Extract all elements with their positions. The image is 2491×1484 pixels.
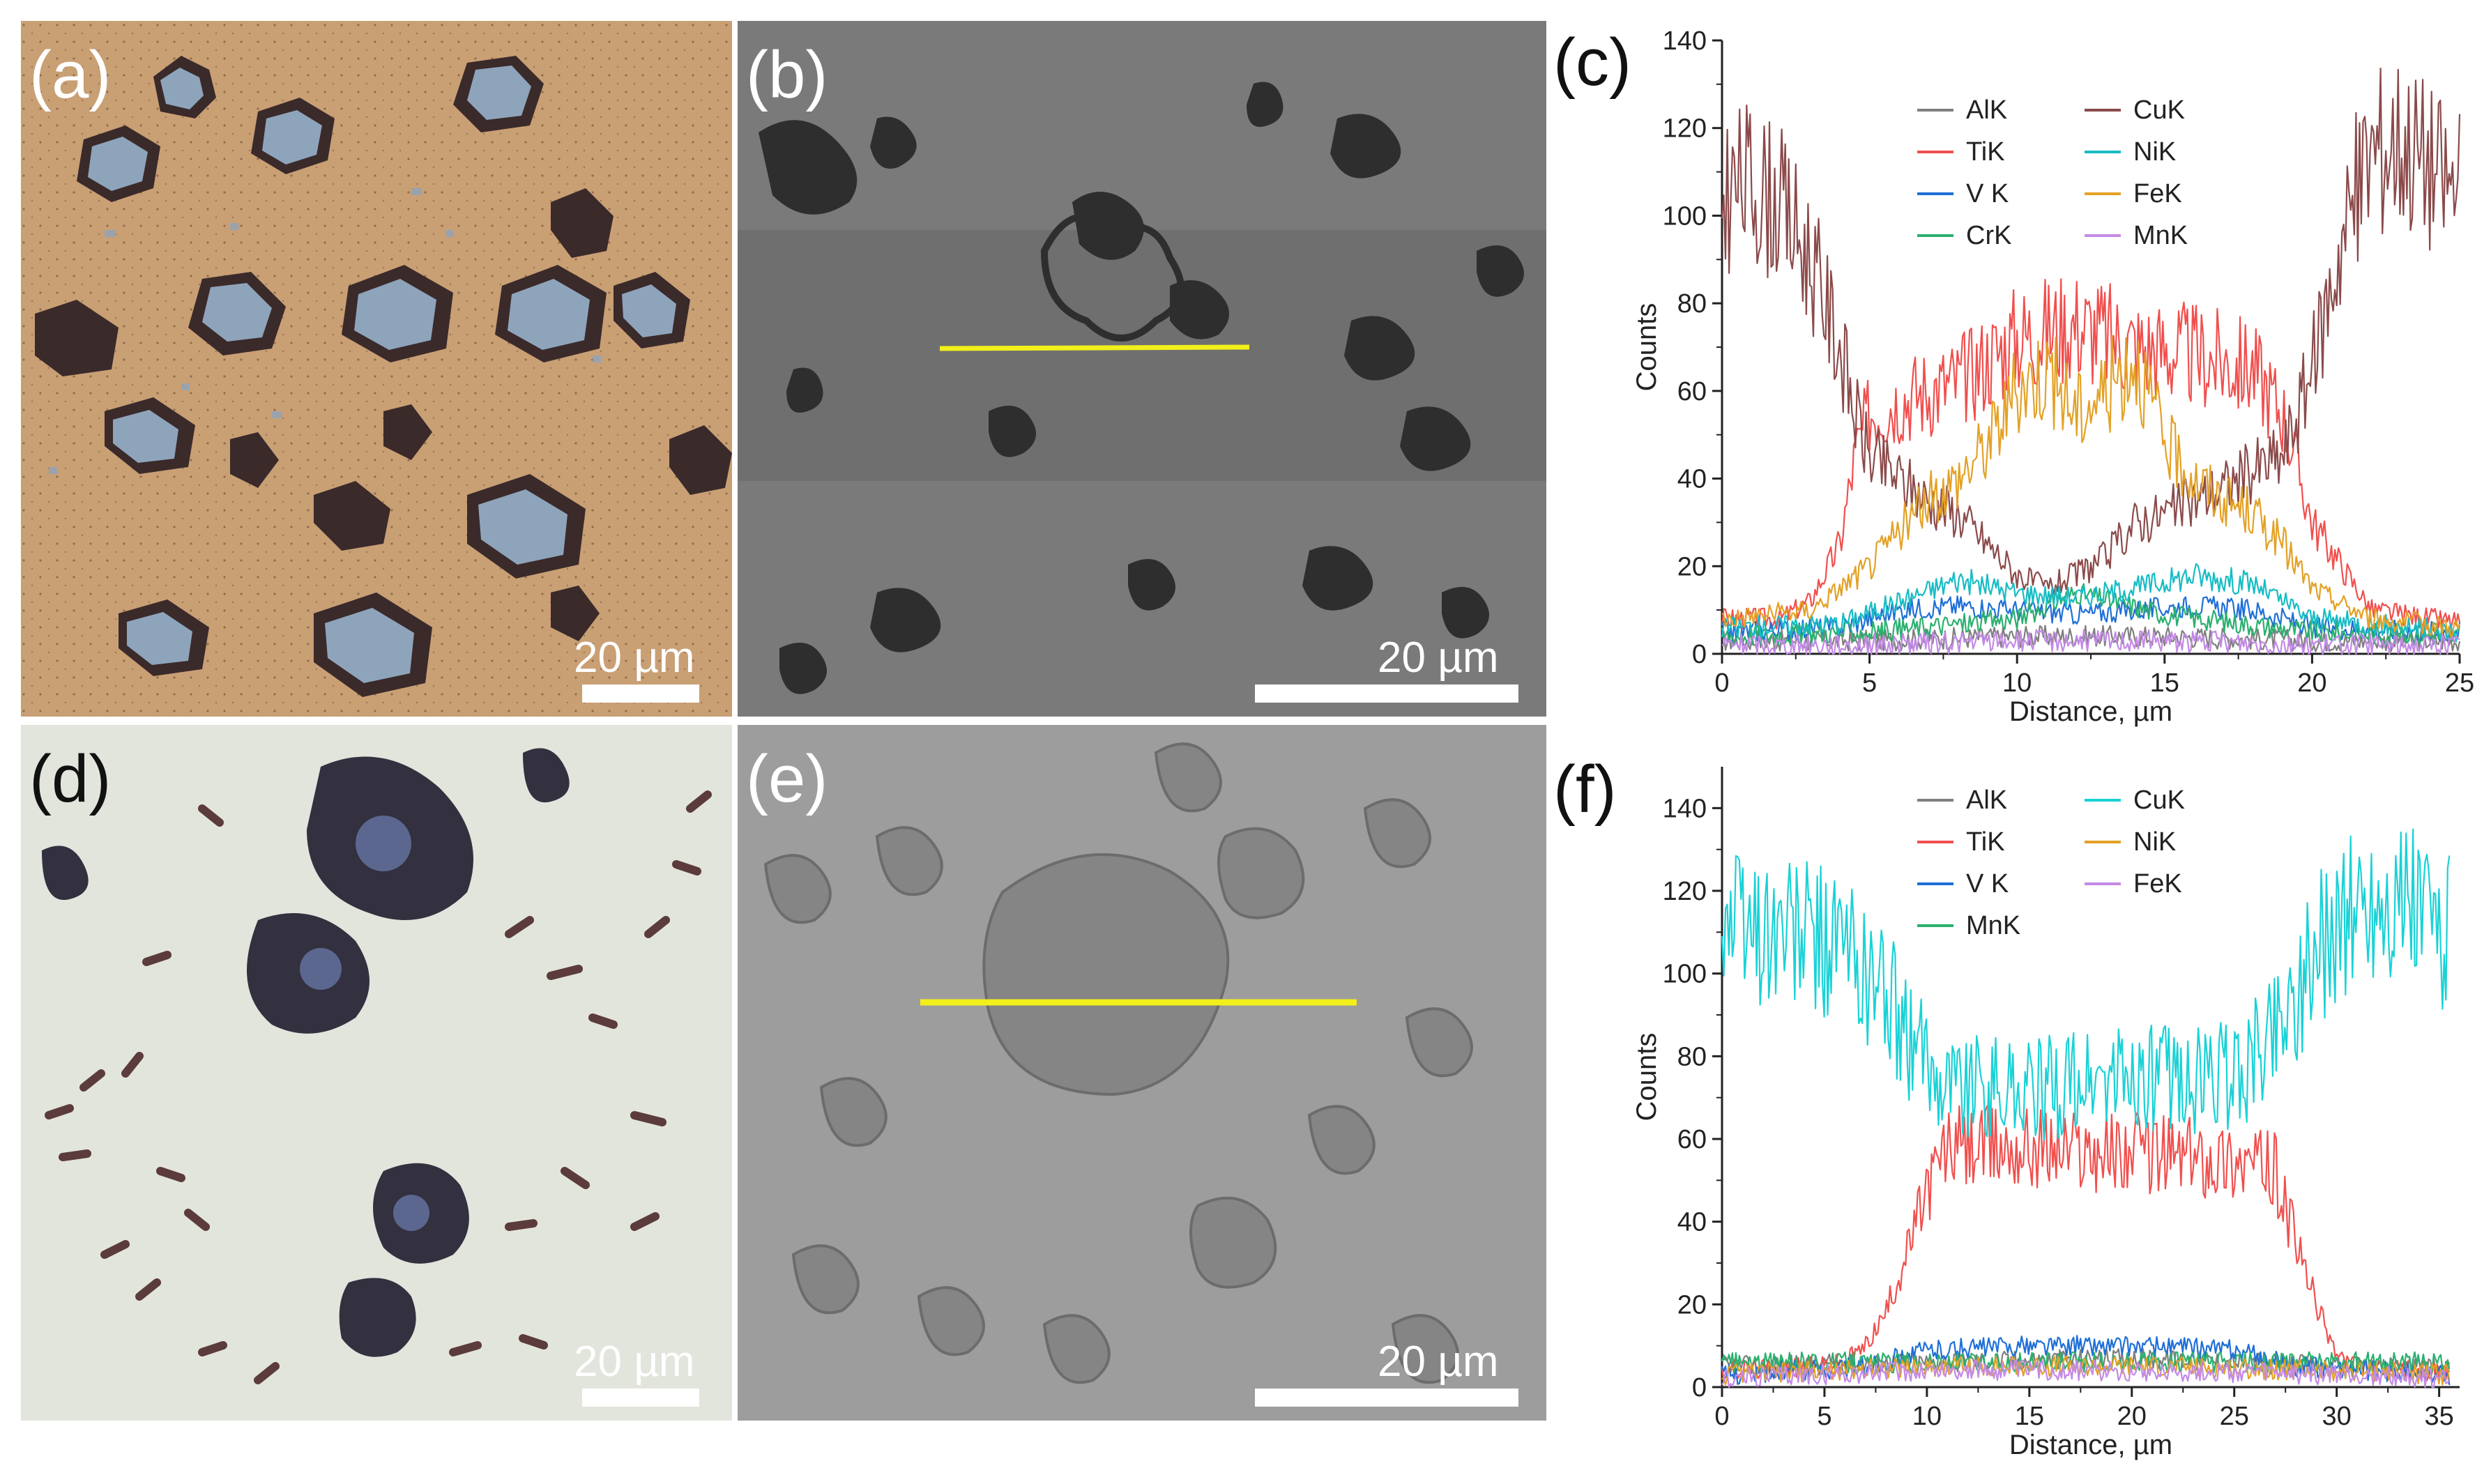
x-tick-label: 25 — [2445, 668, 2474, 698]
panel-label-d: (d) — [29, 742, 112, 816]
micrograph-d: (d) 20 µm — [21, 725, 732, 1421]
y-axis-label: Counts — [1631, 303, 1662, 392]
x-axis-label: Distance, µm — [2009, 696, 2172, 727]
legend-label: NiK — [2133, 137, 2176, 167]
x-tick-label: 10 — [2002, 668, 2032, 698]
linescan-marker-b — [939, 344, 1250, 351]
y-tick-label: 0 — [1692, 1373, 1707, 1402]
y-tick-label: 120 — [1663, 114, 1707, 144]
y-tick-label: 100 — [1663, 960, 1707, 989]
series-line-nik — [1721, 563, 2460, 643]
scale-bar-text-e: 20 µm — [1378, 1338, 1499, 1386]
panel-label-e: (e) — [746, 742, 828, 816]
series-line-mnk — [1721, 1351, 2451, 1374]
series-line-tik — [1721, 1105, 2451, 1382]
x-tick-label: 20 — [2117, 1402, 2147, 1431]
x-axis-label: Distance, µm — [2009, 1430, 2172, 1460]
y-tick-label: 60 — [1677, 377, 1707, 406]
micrograph-a: (a) 20 µm — [21, 21, 732, 717]
scale-bar-a — [582, 684, 699, 703]
y-tick-label: 140 — [1663, 794, 1707, 823]
panel-label-a: (a) — [29, 38, 112, 112]
panel-label-f: (f) — [1553, 752, 1617, 827]
series-line-fek — [1721, 334, 2461, 638]
micrograph-a-image — [21, 21, 732, 717]
legend-label: TiK — [1966, 137, 2005, 167]
legend-label: FeK — [2133, 869, 2182, 898]
series-line-cuk — [1721, 68, 2461, 595]
legend-label: MnK — [1966, 911, 2020, 940]
legend-label: FeK — [2133, 179, 2182, 208]
x-tick-label: 15 — [2015, 1402, 2044, 1431]
x-tick-label: 0 — [1714, 1402, 1729, 1431]
line-chart-c: 0 20 40 60 80 100 120 140 0 5 10 15 20 25 Distance, µm… — [1555, 21, 2489, 727]
x-tick-label: 10 — [1912, 1402, 1942, 1431]
series-line-mnk — [1721, 629, 2460, 655]
x-tick-label: 5 — [1817, 1402, 1831, 1431]
scale-bar-text-d: 20 µm — [574, 1338, 695, 1386]
micrograph-d-image — [21, 725, 732, 1421]
micrograph-b: (b) 20 µm — [738, 21, 1546, 717]
y-tick-label: 0 — [1692, 640, 1707, 669]
legend-label: NiK — [2133, 827, 2176, 857]
scale-bar-e — [1255, 1389, 1518, 1407]
y-tick-label: 20 — [1677, 1290, 1707, 1319]
y-tick-label: 120 — [1663, 877, 1707, 906]
series-line-fek — [1721, 1359, 2451, 1389]
series-line-alk — [1721, 625, 2461, 652]
scale-bar-text-b: 20 µm — [1378, 634, 1499, 682]
legend-label: TiK — [1966, 827, 2005, 857]
panel-label-b: (b) — [746, 38, 828, 112]
series-line-tik — [1721, 278, 2461, 630]
micrograph-e-image — [738, 725, 1546, 1421]
y-tick-label: 80 — [1677, 1042, 1707, 1071]
legend-label: V K — [1966, 869, 2009, 898]
x-tick-label: 5 — [1862, 668, 1877, 698]
micrograph-e: (e) 20 µm — [738, 725, 1546, 1421]
x-tick-label: 35 — [2424, 1402, 2453, 1431]
x-tick-label: 0 — [1714, 668, 1729, 698]
legend-label: CuK — [2133, 95, 2185, 125]
x-tick-label: 20 — [2297, 668, 2326, 698]
legend-label: V K — [1966, 179, 2009, 208]
y-tick-label: 40 — [1677, 1208, 1707, 1237]
scale-bar-b — [1255, 684, 1518, 703]
legend-label: AlK — [1966, 95, 2007, 125]
y-tick-label: 20 — [1677, 552, 1707, 581]
y-tick-label: 80 — [1677, 289, 1707, 319]
legend-label: CrK — [1966, 221, 2011, 250]
micrograph-b-image — [738, 21, 1546, 717]
y-axis-label: Counts — [1631, 1033, 1662, 1122]
chart-f-svg: 0 20 40 60 80 100 120 140 0 5 10 15 20 25 30 35 Distance… — [1631, 767, 2460, 1460]
legend-label: MnK — [2133, 221, 2188, 250]
scale-bar-d — [582, 1389, 699, 1407]
legend-label: AlK — [1966, 786, 2007, 815]
y-tick-label: 40 — [1677, 465, 1707, 494]
chart-c-svg: 0 20 40 60 80 100 120 140 0 5 10 15 20 25 Distance, µm… — [1631, 26, 2474, 727]
y-tick-label: 140 — [1663, 26, 1707, 56]
panel-label-c: (c) — [1553, 25, 1631, 100]
y-tick-label: 60 — [1677, 1125, 1707, 1154]
legend-label: CuK — [2133, 786, 2185, 815]
scale-bar-text-a: 20 µm — [574, 634, 695, 682]
line-chart-f: 0 20 40 60 80 100 120 140 0 5 10 15 20 25 30 35 Distance… — [1555, 739, 2489, 1478]
y-tick-label: 100 — [1663, 201, 1707, 231]
x-tick-label: 15 — [2150, 668, 2179, 698]
x-tick-label: 30 — [2322, 1402, 2352, 1431]
series-line-nik — [1721, 1355, 2451, 1386]
series-line-cuk — [1721, 828, 2451, 1141]
x-tick-label: 25 — [2220, 1402, 2249, 1431]
